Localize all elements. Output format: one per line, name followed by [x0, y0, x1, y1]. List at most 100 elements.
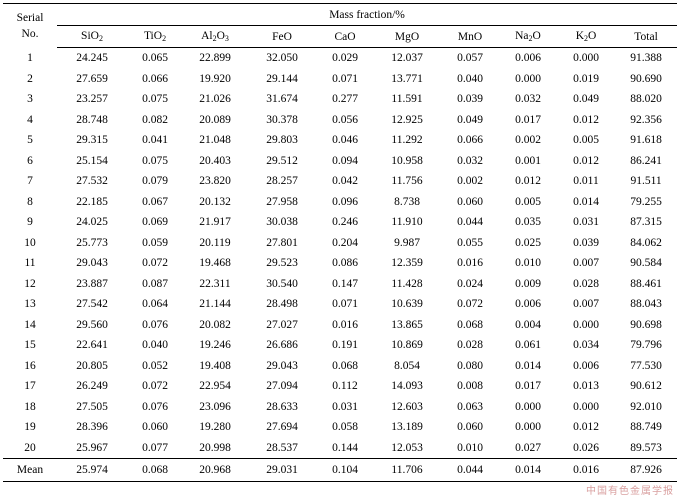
- mean-value-cell: 0.104: [317, 458, 373, 482]
- table-row: 10 25.773 0.059 20.119 27.801 0.204 9.987 0.055…: [3, 233, 677, 254]
- value-cell: 0.010: [457, 441, 483, 454]
- value-cell: 25.773: [76, 236, 108, 249]
- value-cell: 30.540: [266, 277, 298, 290]
- value-cell: 89.573: [630, 441, 662, 454]
- mean-value-cell: 0.068: [127, 458, 183, 482]
- table-row: 1 24.245 0.065 22.899 32.050 0.029 12.037 0.057…: [3, 48, 677, 69]
- value-cell: 13.189: [391, 421, 423, 434]
- value-cell: 27.505: [76, 400, 108, 413]
- serial-cell: 4: [27, 113, 33, 126]
- value-cell: 26.686: [266, 339, 298, 352]
- value-cell: 0.012: [573, 421, 599, 434]
- value-cell: 19.468: [199, 257, 231, 270]
- value-cell: 0.068: [457, 318, 483, 331]
- value-cell: 92.356: [630, 113, 662, 126]
- value-cell: 0.006: [515, 298, 541, 311]
- table-row: 5 29.315 0.041 21.048 29.803 0.046 11.292 0.066…: [3, 130, 677, 151]
- serial-cell: 11: [24, 257, 36, 270]
- serial-cell: 10: [24, 236, 36, 249]
- value-cell: 0.026: [573, 441, 599, 454]
- value-cell: 20.089: [199, 113, 231, 126]
- value-cell: 0.039: [573, 236, 599, 249]
- serial-cell: 20: [24, 441, 36, 454]
- value-cell: 0.040: [457, 72, 483, 85]
- value-cell: 88.020: [630, 93, 662, 106]
- value-cell: 8.738: [394, 195, 420, 208]
- column-header-total: Total: [615, 25, 678, 48]
- value-cell: 0.012: [573, 154, 599, 167]
- mean-value-cell: 87.926: [615, 458, 678, 482]
- value-cell: 29.512: [266, 154, 298, 167]
- value-cell: 19.280: [199, 421, 231, 434]
- watermark: 中国有色金属学报: [586, 486, 674, 497]
- value-cell: 11.910: [391, 216, 423, 229]
- value-cell: 0.069: [142, 216, 168, 229]
- serial-cell: 18: [24, 400, 36, 413]
- value-cell: 27.694: [266, 421, 298, 434]
- value-cell: 0.019: [573, 72, 599, 85]
- serial-cell: 6: [27, 154, 33, 167]
- value-cell: 0.006: [515, 52, 541, 65]
- serial-cell: 9: [27, 216, 33, 229]
- value-cell: 0.072: [457, 298, 483, 311]
- mean-value-cell: 0.014: [499, 458, 557, 482]
- value-cell: 26.249: [76, 380, 108, 393]
- value-cell: 79.255: [630, 195, 662, 208]
- value-cell: 12.359: [391, 257, 423, 270]
- table-row: 16 20.805 0.052 19.408 29.043 0.068 8.054 0.080…: [3, 356, 677, 377]
- serial-header-line1: Serial: [16, 11, 44, 24]
- value-cell: 0.063: [457, 400, 483, 413]
- value-cell: 29.803: [266, 134, 298, 147]
- value-cell: 20.998: [199, 441, 231, 454]
- table-row: 17 26.249 0.072 22.954 27.094 0.112 14.093 0.00…: [3, 376, 677, 397]
- value-cell: 0.012: [573, 113, 599, 126]
- value-cell: 22.954: [199, 380, 231, 393]
- value-cell: 79.796: [630, 339, 662, 352]
- value-cell: 0.032: [515, 93, 541, 106]
- value-cell: 0.246: [332, 216, 358, 229]
- value-cell: 0.032: [457, 154, 483, 167]
- value-cell: 0.204: [332, 236, 358, 249]
- table-row: 3 23.257 0.075 21.026 31.674 0.277 11.591 0.039…: [3, 89, 677, 110]
- value-cell: 0.071: [332, 72, 358, 85]
- value-cell: 12.925: [391, 113, 423, 126]
- value-cell: 0.031: [573, 216, 599, 229]
- value-cell: 0.008: [457, 380, 483, 393]
- value-cell: 8.054: [394, 359, 420, 372]
- value-cell: 0.277: [332, 93, 358, 106]
- value-cell: 14.093: [391, 380, 423, 393]
- value-cell: 20.403: [199, 154, 231, 167]
- value-cell: 28.537: [266, 441, 298, 454]
- column-header-na2o: Na2O: [499, 25, 557, 48]
- value-cell: 0.055: [457, 236, 483, 249]
- value-cell: 91.618: [630, 134, 662, 147]
- serial-cell: 14: [24, 318, 36, 331]
- value-cell: 29.043: [76, 257, 108, 270]
- value-cell: 0.060: [457, 195, 483, 208]
- value-cell: 88.461: [630, 277, 662, 290]
- value-cell: 0.013: [573, 380, 599, 393]
- serial-cell: 13: [24, 298, 36, 311]
- value-cell: 0.096: [332, 195, 358, 208]
- value-cell: 20.119: [199, 236, 231, 249]
- value-cell: 77.530: [630, 359, 662, 372]
- value-cell: 0.000: [573, 400, 599, 413]
- value-cell: 92.010: [630, 400, 662, 413]
- column-header-cao: CaO: [317, 25, 373, 48]
- value-cell: 0.017: [515, 113, 541, 126]
- value-cell: 25.154: [76, 154, 108, 167]
- value-cell: 91.388: [630, 52, 662, 65]
- mean-value-cell: 11.706: [373, 458, 441, 482]
- column-header-feo: FeO: [247, 25, 317, 48]
- value-cell: 0.034: [573, 339, 599, 352]
- value-cell: 0.000: [573, 318, 599, 331]
- value-cell: 0.068: [332, 359, 358, 372]
- value-cell: 0.005: [515, 195, 541, 208]
- table-row: 19 28.396 0.060 19.280 27.694 0.058 13.189 0.06…: [3, 417, 677, 438]
- serial-cell: 3: [27, 93, 33, 106]
- serial-header-line2: No.: [21, 27, 39, 40]
- value-cell: 11.292: [391, 134, 423, 147]
- value-cell: 20.805: [76, 359, 108, 372]
- value-cell: 10.869: [391, 339, 423, 352]
- value-cell: 0.014: [573, 195, 599, 208]
